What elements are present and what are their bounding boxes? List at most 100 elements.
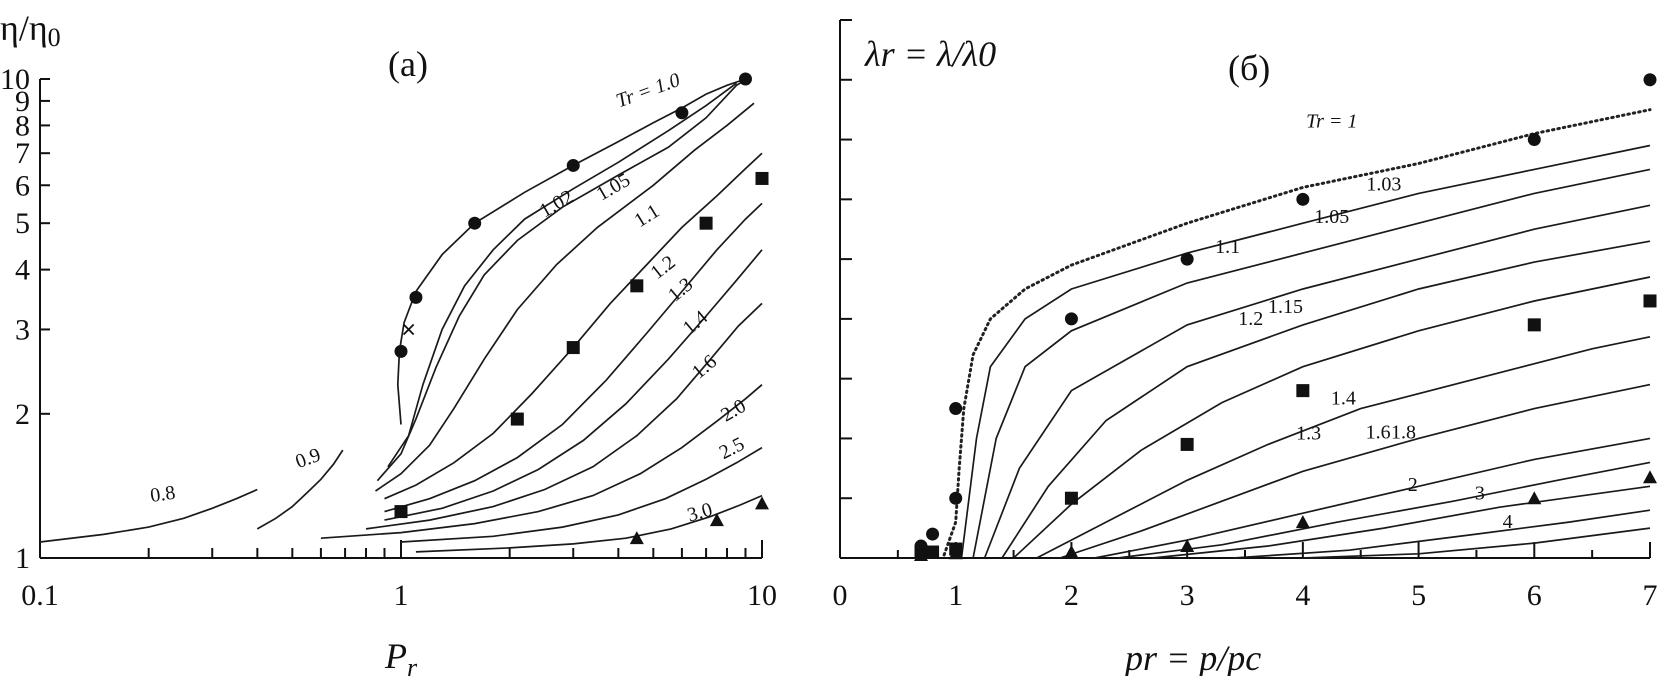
panel-b-marker-triangle bbox=[1295, 515, 1310, 529]
panel-b-x-tick-label: 3 bbox=[1180, 579, 1195, 612]
panel-a-curve-1 bbox=[256, 449, 344, 530]
panel-a-curve-9 bbox=[365, 302, 763, 530]
panel-b-curve-label: 1.03 bbox=[1366, 173, 1401, 195]
panel-a-marker-square bbox=[394, 505, 408, 519]
panel-a-marker-circle bbox=[394, 344, 408, 358]
panel-b-curve-2 bbox=[983, 204, 1651, 559]
panel-b-curve-label: 1.4 bbox=[1331, 387, 1356, 409]
panel-a-y-tick-label: 2 bbox=[15, 398, 30, 431]
panel-a-curve-label: 0.8 bbox=[149, 482, 177, 507]
panel-b-curve-5 bbox=[1036, 335, 1651, 559]
panel-b-marker-circle bbox=[926, 527, 940, 541]
panel-b-curve-label: 1.6 bbox=[1366, 421, 1391, 443]
panel-b-marker-square bbox=[1180, 437, 1194, 451]
panel-a-marker-circle bbox=[738, 72, 752, 86]
panel-a-y-tick-label: 3 bbox=[15, 313, 30, 346]
panel-b-curve-label: 3 bbox=[1475, 482, 1485, 504]
panel-b-curve-7 bbox=[1094, 437, 1651, 559]
panel-b-x-tick-label: 0 bbox=[833, 579, 848, 612]
panel-a-y-tick-label: 1 bbox=[15, 542, 30, 575]
panel-b-curve-6 bbox=[1059, 383, 1651, 559]
panel-a-x-tick-label: 0.1 bbox=[21, 579, 59, 612]
panel-b-marker-circle bbox=[949, 402, 963, 416]
panel-a-marker-circle bbox=[566, 158, 580, 172]
panel-a-marker-triangle bbox=[709, 513, 724, 527]
panel-a-curve-label: 3.0 bbox=[685, 499, 715, 527]
panel-a-curve-12 bbox=[415, 494, 763, 553]
panel-b-marker-circle bbox=[1180, 252, 1194, 266]
panel-a-marker-square bbox=[566, 341, 580, 355]
panel-a-curve-6 bbox=[384, 152, 763, 500]
panel-a-curve-4 bbox=[376, 78, 748, 482]
panel-a-curve-2 bbox=[396, 78, 746, 425]
panel-b-marker-triangle bbox=[1527, 491, 1542, 505]
panel-a-x-tick-label: 1 bbox=[394, 579, 409, 612]
panel-a-curve-7 bbox=[384, 202, 763, 513]
panel-b-curve-1 bbox=[972, 168, 1651, 559]
panel-b-marker-circle bbox=[949, 491, 963, 505]
panel-b-marker-circle bbox=[1296, 192, 1310, 206]
panel-b-marker-square bbox=[1064, 491, 1078, 505]
panel-a-marker-square bbox=[755, 171, 769, 185]
panel-b-x-tick-label: 1 bbox=[948, 579, 963, 612]
panel-b-curve-label: 4 bbox=[1503, 511, 1513, 533]
panel-b-marker-triangle bbox=[914, 548, 928, 562]
panel-b-marker-circle bbox=[1527, 133, 1541, 147]
panel-a-y-tick-label: 8 bbox=[15, 109, 30, 142]
panel-a-curve-label: 1.1 bbox=[631, 200, 664, 232]
panel-b-y-axis-label: λr = λ/λ0 bbox=[864, 34, 996, 74]
panel-b-curve-11 bbox=[1302, 527, 1651, 559]
panel-a-curve-10 bbox=[320, 384, 763, 540]
panel-b-marker-triangle bbox=[948, 546, 963, 560]
panel-a-x-axis-label: Pr bbox=[384, 636, 418, 676]
panel-a-curve-label: 1.4 bbox=[679, 306, 712, 339]
panel-b-x-tick-label: 6 bbox=[1527, 579, 1542, 612]
panel-b-marker-triangle bbox=[1180, 539, 1195, 553]
panel-a-marker-circle bbox=[675, 106, 689, 120]
panel-b-curve-0 bbox=[960, 144, 1651, 559]
panel-a-y-axis-label: η/η0 bbox=[0, 8, 61, 52]
panel-b-marker-square bbox=[1296, 384, 1310, 398]
panel-a-y-tick-label: 6 bbox=[15, 169, 30, 202]
panel-b-x-tick-label: 2 bbox=[1064, 579, 1079, 612]
panel-a-marker-circle bbox=[468, 216, 482, 230]
panel-b-label: (б) bbox=[1228, 48, 1270, 88]
panel-b-dotted-curve bbox=[942, 108, 1652, 557]
panel-a-y-tick-label: 10 bbox=[0, 63, 30, 96]
panel-a-curve-label: 0.9 bbox=[293, 444, 324, 473]
panel-a-curve-11 bbox=[400, 446, 763, 543]
panel-a-marker-circle bbox=[409, 290, 423, 304]
panel-a-curve-label: Tr = 1.0 bbox=[613, 69, 683, 112]
panel-b-curve-8 bbox=[1117, 461, 1651, 559]
panel-b-curve-label: 2 bbox=[1408, 474, 1418, 496]
panel-b-curve-4 bbox=[1013, 276, 1651, 559]
panel-b-x-tick-label: 4 bbox=[1295, 579, 1310, 612]
panel-a-marker-square bbox=[699, 216, 713, 230]
panel-b-curve-label: 1.15 bbox=[1268, 296, 1303, 318]
panel-b-curve-label: 1.3 bbox=[1296, 423, 1321, 445]
panel-b-x-tick-label: 7 bbox=[1643, 579, 1658, 612]
panel-b-x-tick-label: 5 bbox=[1411, 579, 1426, 612]
panel-a-curve-8 bbox=[384, 249, 763, 521]
panel-b-curve-label: 1.2 bbox=[1238, 308, 1263, 330]
panel-a-marker-square bbox=[630, 279, 644, 293]
panel-b-curve-label: 1.8 bbox=[1391, 421, 1416, 443]
panel-b-marker-circle bbox=[1643, 73, 1657, 87]
panel-b-marker-square bbox=[926, 545, 940, 559]
panel-b-curve-9 bbox=[1152, 485, 1651, 559]
panel-b-curve-label: 1.1 bbox=[1215, 236, 1240, 258]
panel-a-y-tick-label: 9 bbox=[15, 85, 30, 118]
panel-b-marker-triangle bbox=[1643, 470, 1657, 484]
panel-a-marker-square bbox=[510, 412, 524, 426]
panel-b-marker-triangle bbox=[1064, 545, 1079, 559]
panel-b-x-axis-label: pr = p/pc bbox=[1122, 638, 1261, 676]
panel-a-y-tick-label: 7 bbox=[15, 137, 30, 170]
panel-a-y-tick-label: 5 bbox=[15, 207, 30, 240]
panel-a-x-tick-label: 10 bbox=[747, 579, 777, 612]
panel-a-curve-3 bbox=[387, 82, 738, 468]
panel-b-dotted-curve-label: Tr = 1 bbox=[1306, 111, 1357, 133]
panel-b-curve-label: 1.05 bbox=[1314, 206, 1349, 228]
panel-a-y-tick-label: 4 bbox=[15, 254, 30, 287]
